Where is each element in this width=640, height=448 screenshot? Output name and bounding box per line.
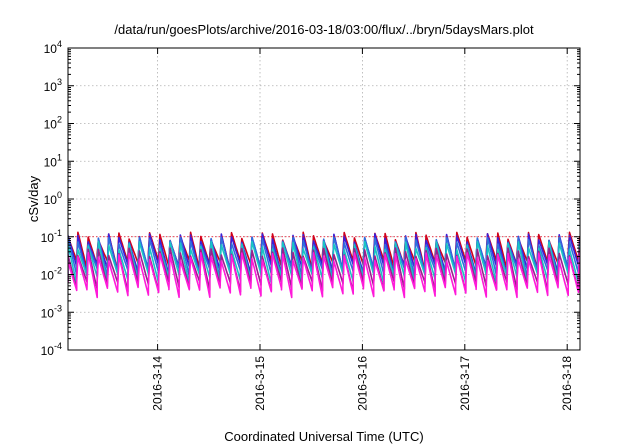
x-axis-title: Coordinated Universal Time (UTC) — [224, 429, 423, 444]
chart-title: /data/run/goesPlots/archive/2016-03-18/0… — [114, 22, 534, 37]
y-tick-label: 10-1 — [41, 228, 62, 245]
grid-lines — [68, 48, 580, 350]
x-tick-label: 2016-3-17 — [458, 356, 472, 411]
y-tick-label: 10-3 — [41, 303, 62, 320]
y-tick-label: 104 — [44, 39, 62, 56]
y-tick-label: 103 — [44, 77, 62, 94]
y-axis: 10-4 10-3 10-2 10-1 100 101 102 103 104 — [41, 39, 580, 358]
x-tick-label: 2016-3-16 — [355, 356, 369, 411]
x-tick-label: 2016-3-15 — [253, 356, 267, 411]
series-group — [68, 231, 580, 299]
y-axis-title: cSv/day — [26, 175, 41, 222]
x-tick-label: 2016-3-14 — [151, 356, 165, 411]
series-line-6 — [68, 252, 580, 299]
series-line-4 — [68, 240, 580, 285]
y-tick-label: 100 — [44, 190, 62, 207]
x-tick-label: 2016-3-18 — [560, 356, 574, 411]
y-tick-label: 102 — [44, 115, 62, 132]
y-tick-label: 10-2 — [41, 266, 62, 283]
y-tick-label: 10-4 — [41, 341, 62, 358]
y-tick-label: 101 — [44, 152, 62, 169]
x-axis: 2016-3-14 2016-3-15 2016-3-16 2016-3-17 2016… — [151, 48, 574, 411]
